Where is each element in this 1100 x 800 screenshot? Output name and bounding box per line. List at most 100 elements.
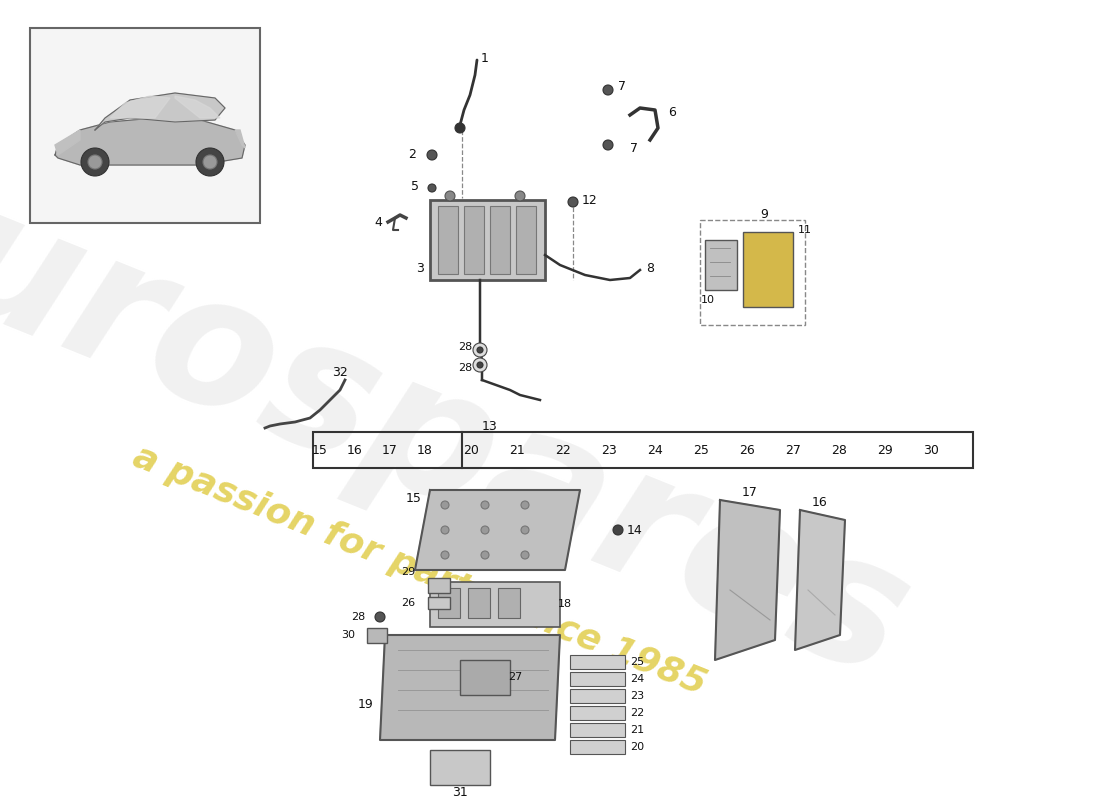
Bar bbox=[464, 206, 484, 274]
Text: 23: 23 bbox=[601, 445, 617, 458]
Text: a passion for parts since 1985: a passion for parts since 1985 bbox=[129, 439, 712, 701]
Bar bbox=[438, 206, 458, 274]
Bar bbox=[430, 200, 544, 280]
Circle shape bbox=[613, 525, 623, 535]
Text: 29: 29 bbox=[877, 445, 893, 458]
Text: 21: 21 bbox=[630, 725, 645, 735]
Text: 5: 5 bbox=[411, 179, 419, 193]
Text: 27: 27 bbox=[785, 445, 801, 458]
Text: 18: 18 bbox=[558, 599, 572, 609]
Bar bbox=[460, 660, 510, 695]
Circle shape bbox=[481, 551, 490, 559]
Bar bbox=[570, 655, 625, 669]
Text: 8: 8 bbox=[646, 262, 654, 274]
Text: 25: 25 bbox=[693, 445, 708, 458]
Circle shape bbox=[428, 184, 436, 192]
Circle shape bbox=[427, 150, 437, 160]
Text: 7: 7 bbox=[630, 142, 638, 154]
Text: 28: 28 bbox=[351, 612, 365, 622]
Text: 24: 24 bbox=[647, 445, 663, 458]
Polygon shape bbox=[175, 96, 220, 118]
Circle shape bbox=[515, 191, 525, 201]
Bar bbox=[700, 220, 805, 325]
Circle shape bbox=[521, 551, 529, 559]
Text: 28: 28 bbox=[458, 363, 472, 373]
Polygon shape bbox=[715, 500, 780, 660]
Text: 20: 20 bbox=[630, 742, 645, 752]
Text: 15: 15 bbox=[312, 445, 328, 458]
Text: 13: 13 bbox=[482, 419, 498, 433]
Text: 23: 23 bbox=[630, 691, 645, 701]
Text: 16: 16 bbox=[348, 445, 363, 458]
Bar bbox=[570, 689, 625, 703]
Bar bbox=[428, 578, 450, 593]
Bar bbox=[438, 588, 460, 618]
Polygon shape bbox=[795, 510, 845, 650]
Circle shape bbox=[455, 123, 465, 133]
Text: 3: 3 bbox=[416, 262, 424, 274]
Circle shape bbox=[441, 551, 449, 559]
Bar bbox=[498, 588, 520, 618]
Bar bbox=[570, 672, 625, 686]
Text: 27: 27 bbox=[508, 672, 522, 682]
Circle shape bbox=[521, 501, 529, 509]
Text: 10: 10 bbox=[701, 295, 715, 305]
Circle shape bbox=[481, 526, 490, 534]
Bar bbox=[30, 28, 260, 223]
Bar bbox=[570, 740, 625, 754]
Circle shape bbox=[446, 191, 455, 201]
Circle shape bbox=[521, 526, 529, 534]
Text: 31: 31 bbox=[452, 786, 468, 798]
Text: 17: 17 bbox=[742, 486, 758, 499]
Text: 9: 9 bbox=[760, 209, 768, 222]
Bar bbox=[516, 206, 536, 274]
Text: 1: 1 bbox=[481, 51, 488, 65]
Bar bbox=[705, 240, 737, 290]
Bar bbox=[314, 432, 974, 468]
Circle shape bbox=[481, 501, 490, 509]
Circle shape bbox=[204, 155, 217, 169]
Text: 11: 11 bbox=[798, 225, 812, 235]
Polygon shape bbox=[415, 490, 580, 570]
Bar bbox=[570, 706, 625, 720]
Circle shape bbox=[568, 197, 578, 207]
Circle shape bbox=[603, 140, 613, 150]
Text: 19: 19 bbox=[358, 698, 373, 711]
Text: 20: 20 bbox=[463, 445, 478, 458]
Text: 15: 15 bbox=[406, 491, 422, 505]
Bar bbox=[428, 597, 450, 609]
Circle shape bbox=[477, 347, 483, 353]
Text: 28: 28 bbox=[458, 342, 472, 352]
Text: 29: 29 bbox=[400, 567, 415, 577]
Text: 6: 6 bbox=[668, 106, 675, 118]
Text: 17: 17 bbox=[382, 445, 398, 458]
Text: 25: 25 bbox=[630, 657, 645, 667]
Polygon shape bbox=[379, 635, 560, 740]
Text: 26: 26 bbox=[739, 445, 755, 458]
Bar bbox=[430, 750, 490, 785]
Text: 22: 22 bbox=[630, 708, 645, 718]
Polygon shape bbox=[55, 130, 80, 155]
Bar bbox=[468, 588, 490, 618]
Text: 26: 26 bbox=[400, 598, 415, 608]
Polygon shape bbox=[95, 93, 226, 130]
Text: 28: 28 bbox=[832, 445, 847, 458]
Bar bbox=[742, 232, 793, 307]
Text: 14: 14 bbox=[627, 523, 642, 537]
Circle shape bbox=[441, 501, 449, 509]
Polygon shape bbox=[110, 96, 170, 118]
Text: 24: 24 bbox=[630, 674, 645, 684]
Text: 30: 30 bbox=[923, 445, 939, 458]
Text: 2: 2 bbox=[408, 147, 416, 161]
Bar bbox=[490, 206, 510, 274]
Bar bbox=[367, 628, 387, 643]
Circle shape bbox=[473, 343, 487, 357]
Text: 16: 16 bbox=[812, 495, 828, 509]
Circle shape bbox=[477, 362, 483, 368]
Text: 7: 7 bbox=[618, 81, 626, 94]
Polygon shape bbox=[235, 130, 245, 148]
Text: 18: 18 bbox=[417, 445, 433, 458]
Circle shape bbox=[375, 612, 385, 622]
Circle shape bbox=[441, 526, 449, 534]
Polygon shape bbox=[55, 118, 245, 165]
